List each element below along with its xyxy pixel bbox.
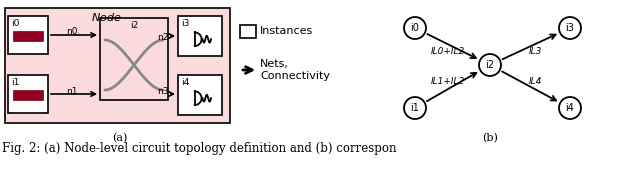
Circle shape [404, 17, 426, 39]
Text: n0: n0 [67, 28, 77, 36]
Text: (b): (b) [482, 133, 498, 143]
Text: n1: n1 [67, 87, 77, 95]
Bar [13, 90, 43, 100]
Bar [8, 16, 48, 54]
Text: IL3: IL3 [528, 47, 541, 56]
Text: IL1+IL2: IL1+IL2 [430, 77, 465, 86]
Bar [5, 8, 230, 123]
Text: i2: i2 [130, 21, 138, 30]
Circle shape [559, 17, 581, 39]
Text: i0: i0 [411, 23, 419, 33]
Text: Fig. 2: (a) Node-level circuit topology definition and (b) correspon: Fig. 2: (a) Node-level circuit topology … [2, 142, 397, 155]
Text: i3: i3 [181, 19, 189, 28]
Bar [8, 75, 48, 113]
Text: Nets,
Connectivity: Nets, Connectivity [260, 59, 330, 81]
Circle shape [559, 97, 581, 119]
Text: IL0+IL2: IL0+IL2 [430, 47, 465, 56]
Text: i3: i3 [566, 23, 575, 33]
Bar [100, 18, 168, 100]
Bar [240, 25, 256, 38]
Text: i1: i1 [11, 78, 19, 87]
Bar [178, 75, 222, 115]
Text: i2: i2 [486, 60, 495, 70]
Circle shape [404, 97, 426, 119]
Text: IL4: IL4 [528, 77, 541, 86]
Text: n3: n3 [157, 87, 169, 95]
Text: $\mathbf{\mathit{Node}}$: $\mathbf{\mathit{Node}}$ [91, 11, 122, 23]
Text: i0: i0 [11, 19, 19, 28]
Text: i4: i4 [566, 103, 575, 113]
Bar [178, 16, 222, 56]
Text: i1: i1 [411, 103, 419, 113]
Bar [13, 31, 43, 41]
Text: n2: n2 [157, 34, 169, 43]
Text: Instances: Instances [260, 27, 313, 36]
Circle shape [479, 54, 501, 76]
Text: i4: i4 [181, 78, 189, 87]
Text: (a): (a) [112, 133, 128, 143]
